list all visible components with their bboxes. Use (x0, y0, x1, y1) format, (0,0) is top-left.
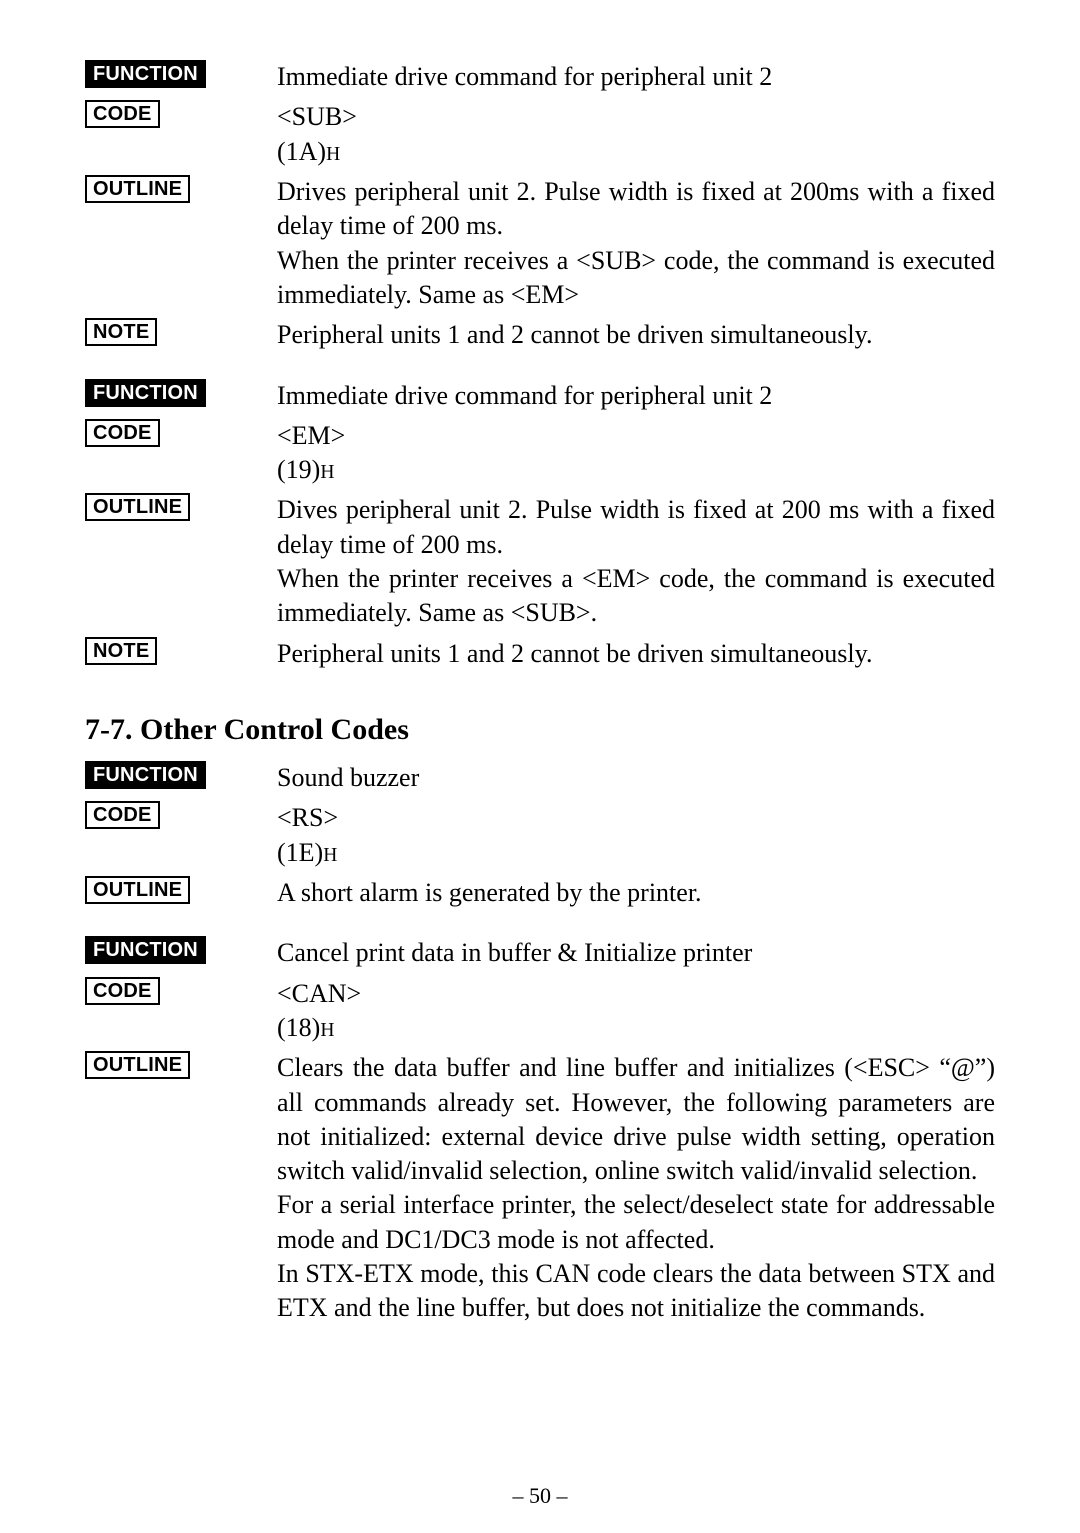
code-line2-pre: (19) (277, 455, 320, 484)
row-outline: OUTLINE Clears the data buffer and line … (85, 1051, 995, 1326)
label-col: CODE (85, 419, 277, 447)
note-label: NOTE (85, 318, 157, 346)
outline-label: OUTLINE (85, 175, 190, 203)
label-col: OUTLINE (85, 175, 277, 203)
page: FUNCTION Immediate drive command for per… (0, 0, 1080, 1533)
label-col: CODE (85, 100, 277, 128)
outline-p2: When the printer receives a <EM> code, t… (277, 564, 995, 627)
row-function: FUNCTION Sound buzzer (85, 761, 995, 795)
row-code: CODE <RS> (1E)H (85, 801, 995, 870)
row-code: CODE <EM> (19)H (85, 419, 995, 488)
outline-p1: Clears the data buffer and line buffer a… (277, 1053, 995, 1185)
outline-text: A short alarm is generated by the printe… (277, 876, 995, 910)
code-line2-pre: (18) (277, 1013, 320, 1042)
label-col: OUTLINE (85, 493, 277, 521)
function-text: Immediate drive command for peripheral u… (277, 379, 995, 413)
label-col: OUTLINE (85, 1051, 277, 1079)
code-text: <RS> (1E)H (277, 801, 995, 870)
outline-text: Dives peripheral unit 2. Pulse width is … (277, 493, 995, 630)
code-line1: <EM> (277, 421, 345, 450)
command-block-rs: FUNCTION Sound buzzer CODE <RS> (1E)H OU… (85, 761, 995, 910)
outline-text: Clears the data buffer and line buffer a… (277, 1051, 995, 1326)
outline-p3: In STX-ETX mode, this CAN code clears th… (277, 1259, 995, 1322)
function-text: Sound buzzer (277, 761, 995, 795)
outline-p2: For a serial interface printer, the sele… (277, 1190, 995, 1253)
label-col: NOTE (85, 318, 277, 346)
spacer (85, 916, 995, 936)
page-number: – 50 – (0, 1483, 1080, 1509)
outline-label: OUTLINE (85, 876, 190, 904)
code-line2-sub: H (320, 1020, 334, 1041)
function-text: Immediate drive command for peripheral u… (277, 60, 995, 94)
label-col: NOTE (85, 637, 277, 665)
label-col: FUNCTION (85, 379, 277, 407)
code-text: <CAN> (18)H (277, 977, 995, 1046)
code-text: <EM> (19)H (277, 419, 995, 488)
code-line1: <RS> (277, 803, 338, 832)
outline-text: Drives peripheral unit 2. Pulse width is… (277, 175, 995, 312)
code-line2-sub: H (323, 845, 337, 866)
row-outline: OUTLINE A short alarm is generated by th… (85, 876, 995, 910)
code-line2-sub: H (320, 462, 334, 483)
section-heading: 7-7. Other Control Codes (85, 713, 995, 747)
outline-p1: Dives peripheral unit 2. Pulse width is … (277, 495, 995, 558)
function-label: FUNCTION (85, 936, 206, 964)
code-label: CODE (85, 419, 160, 447)
code-line2-sub: H (326, 144, 340, 165)
code-line1: <SUB> (277, 102, 357, 131)
command-block-em: FUNCTION Immediate drive command for per… (85, 379, 995, 672)
row-outline: OUTLINE Drives peripheral unit 2. Pulse … (85, 175, 995, 312)
function-text: Cancel print data in buffer & Initialize… (277, 936, 995, 970)
label-col: OUTLINE (85, 876, 277, 904)
label-col: CODE (85, 801, 277, 829)
outline-label: OUTLINE (85, 1051, 190, 1079)
outline-p1: Drives peripheral unit 2. Pulse width is… (277, 177, 995, 240)
spacer (85, 359, 995, 379)
function-label: FUNCTION (85, 379, 206, 407)
row-outline: OUTLINE Dives peripheral unit 2. Pulse w… (85, 493, 995, 630)
code-label: CODE (85, 977, 160, 1005)
outline-label: OUTLINE (85, 493, 190, 521)
command-block-can: FUNCTION Cancel print data in buffer & I… (85, 936, 995, 1325)
label-col: FUNCTION (85, 761, 277, 789)
command-block-sub: FUNCTION Immediate drive command for per… (85, 60, 995, 353)
row-code: CODE <CAN> (18)H (85, 977, 995, 1046)
row-note: NOTE Peripheral units 1 and 2 cannot be … (85, 318, 995, 352)
row-code: CODE <SUB> (1A)H (85, 100, 995, 169)
label-col: CODE (85, 977, 277, 1005)
note-text: Peripheral units 1 and 2 cannot be drive… (277, 637, 995, 671)
function-label: FUNCTION (85, 761, 206, 789)
code-label: CODE (85, 801, 160, 829)
outline-p2: When the printer receives a <SUB> code, … (277, 246, 995, 309)
row-function: FUNCTION Immediate drive command for per… (85, 60, 995, 94)
row-note: NOTE Peripheral units 1 and 2 cannot be … (85, 637, 995, 671)
label-col: FUNCTION (85, 60, 277, 88)
row-function: FUNCTION Cancel print data in buffer & I… (85, 936, 995, 970)
row-function: FUNCTION Immediate drive command for per… (85, 379, 995, 413)
code-line2-pre: (1E) (277, 838, 323, 867)
code-line1: <CAN> (277, 979, 361, 1008)
code-text: <SUB> (1A)H (277, 100, 995, 169)
code-label: CODE (85, 100, 160, 128)
label-col: FUNCTION (85, 936, 277, 964)
function-label: FUNCTION (85, 60, 206, 88)
note-text: Peripheral units 1 and 2 cannot be drive… (277, 318, 995, 352)
note-label: NOTE (85, 637, 157, 665)
code-line2-pre: (1A) (277, 137, 326, 166)
